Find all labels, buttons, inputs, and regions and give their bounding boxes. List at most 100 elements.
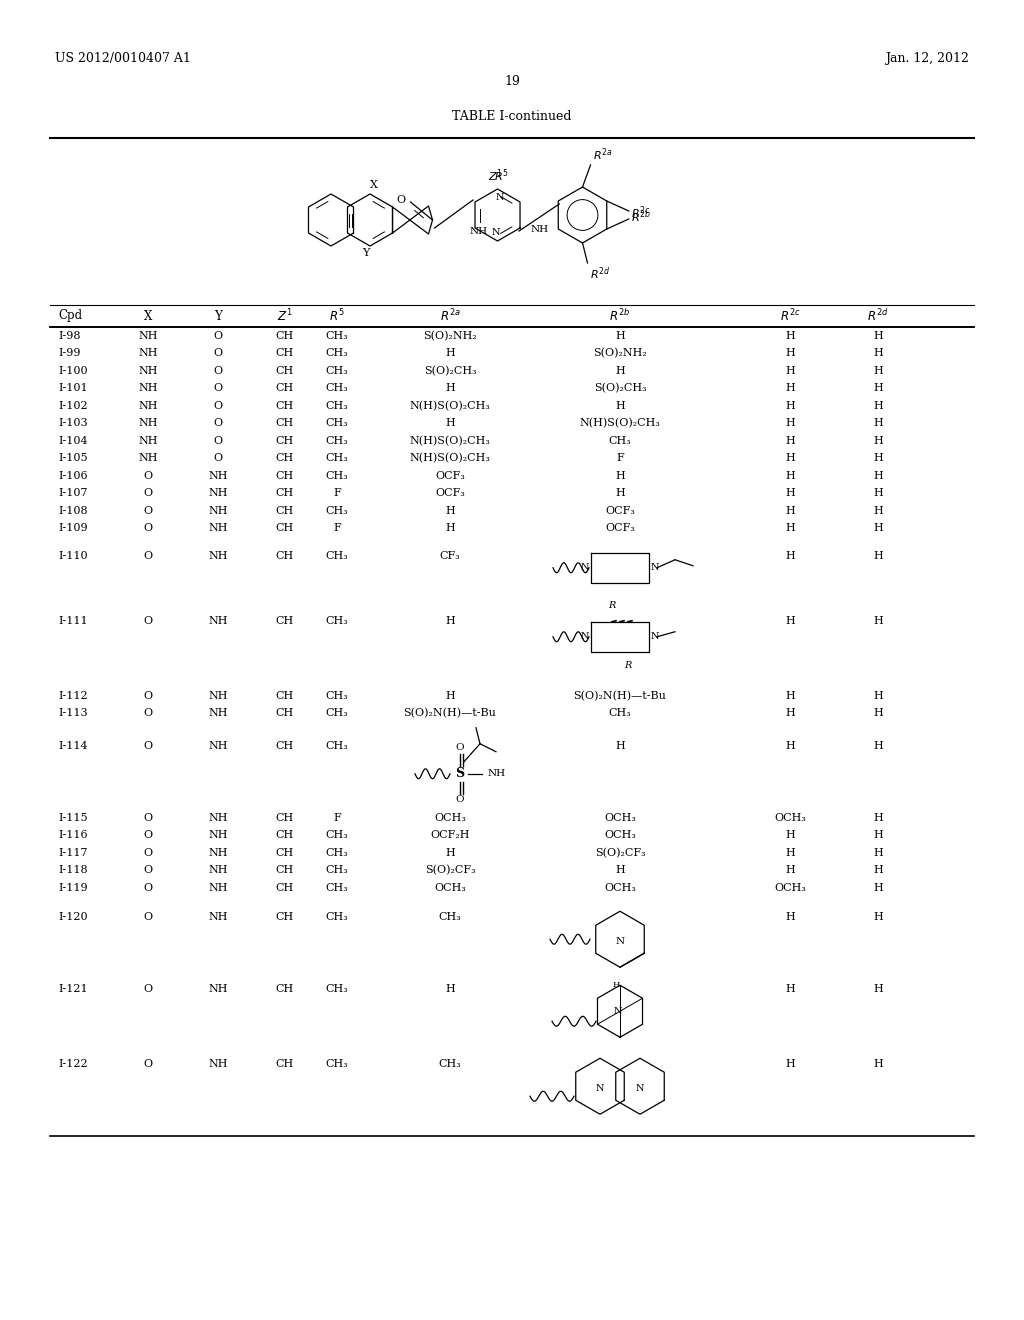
Text: H: H [873, 523, 883, 533]
Text: I-120: I-120 [58, 912, 88, 923]
Text: TABLE I-continued: TABLE I-continued [453, 110, 571, 123]
Text: O: O [456, 795, 464, 804]
Text: H: H [785, 348, 795, 358]
Text: X: X [143, 309, 153, 322]
Text: NH: NH [469, 227, 487, 236]
Text: O: O [143, 883, 153, 892]
Text: $R^{2c}$: $R^{2c}$ [779, 308, 801, 325]
Text: OCH₃: OCH₃ [604, 830, 636, 841]
Text: CH: CH [275, 331, 294, 341]
Text: O: O [143, 1059, 153, 1069]
Text: CH₃: CH₃ [326, 436, 348, 446]
Text: H: H [785, 690, 795, 701]
Text: N(H)S(O)₂CH₃: N(H)S(O)₂CH₃ [580, 418, 660, 429]
Text: I-99: I-99 [58, 348, 81, 358]
Text: $R^{2d}$: $R^{2d}$ [590, 265, 610, 281]
Text: O: O [143, 847, 153, 858]
Text: I-101: I-101 [58, 383, 88, 393]
Text: S(O)₂CH₃: S(O)₂CH₃ [424, 366, 476, 376]
Text: CH₃: CH₃ [326, 741, 348, 751]
Text: O: O [213, 453, 222, 463]
Text: CH₃: CH₃ [326, 331, 348, 341]
Text: S(O)₂CH₃: S(O)₂CH₃ [594, 383, 646, 393]
Text: NH: NH [138, 418, 158, 428]
Text: O: O [143, 741, 153, 751]
Text: H: H [445, 615, 455, 626]
Text: CH: CH [275, 366, 294, 376]
Text: H: H [785, 1059, 795, 1069]
Text: OCF₃: OCF₃ [435, 488, 465, 498]
Text: CH: CH [275, 865, 294, 875]
Text: CH: CH [275, 453, 294, 463]
Text: S(O)₂CF₃: S(O)₂CF₃ [425, 865, 475, 875]
Text: O: O [143, 506, 153, 516]
Text: O: O [143, 709, 153, 718]
Text: CH₃: CH₃ [326, 401, 348, 411]
Text: Y: Y [362, 248, 370, 257]
Text: O: O [396, 195, 406, 205]
Text: H: H [785, 488, 795, 498]
Text: NH: NH [208, 883, 227, 892]
Text: CH: CH [275, 471, 294, 480]
Text: N(H)S(O)₂CH₃: N(H)S(O)₂CH₃ [410, 400, 490, 411]
Text: CH: CH [275, 813, 294, 822]
Text: OCH₃: OCH₃ [774, 813, 806, 822]
Text: H: H [785, 331, 795, 341]
Text: $R^{2a}$: $R^{2a}$ [439, 308, 461, 325]
Text: H: H [445, 985, 455, 994]
Text: NH: NH [208, 865, 227, 875]
Text: N: N [636, 1084, 644, 1093]
Text: H: H [785, 615, 795, 626]
Text: H: H [785, 741, 795, 751]
Text: N: N [651, 564, 659, 573]
Text: I-107: I-107 [58, 488, 87, 498]
Text: NH: NH [208, 615, 227, 626]
Text: H: H [445, 348, 455, 358]
Text: H: H [785, 523, 795, 533]
Text: I-100: I-100 [58, 366, 88, 376]
Text: I-105: I-105 [58, 453, 88, 463]
Text: H: H [445, 383, 455, 393]
Text: H: H [785, 366, 795, 376]
Text: O: O [213, 436, 222, 446]
Text: I-98: I-98 [58, 331, 81, 341]
Text: CH: CH [275, 741, 294, 751]
Text: CH: CH [275, 550, 294, 561]
Text: I-106: I-106 [58, 471, 88, 480]
Text: NH: NH [138, 401, 158, 411]
Text: X: X [370, 180, 378, 190]
Text: NH: NH [138, 366, 158, 376]
Text: CH: CH [275, 488, 294, 498]
Text: F: F [616, 453, 624, 463]
Text: O: O [143, 813, 153, 822]
Text: N: N [651, 632, 659, 642]
Text: H: H [445, 506, 455, 516]
Text: H: H [445, 523, 455, 533]
Text: $R^{2a}$: $R^{2a}$ [593, 147, 612, 162]
Text: F: F [333, 488, 341, 498]
Text: I-121: I-121 [58, 985, 88, 994]
Text: CF₃: CF₃ [439, 550, 461, 561]
Text: H: H [873, 331, 883, 341]
Text: O: O [143, 985, 153, 994]
Text: NH: NH [138, 348, 158, 358]
Text: O: O [456, 743, 464, 752]
Text: H: H [785, 865, 795, 875]
Text: CH: CH [275, 401, 294, 411]
Text: I-102: I-102 [58, 401, 88, 411]
Text: N: N [492, 228, 500, 238]
Text: H: H [873, 883, 883, 892]
Text: NH: NH [208, 506, 227, 516]
Text: H: H [615, 401, 625, 411]
Text: N(H)S(O)₂CH₃: N(H)S(O)₂CH₃ [410, 436, 490, 446]
Text: H: H [873, 615, 883, 626]
Text: I-116: I-116 [58, 830, 88, 841]
Text: CH: CH [275, 418, 294, 428]
Text: CH: CH [275, 615, 294, 626]
Text: N: N [581, 632, 589, 642]
Text: O: O [143, 523, 153, 533]
Text: I-119: I-119 [58, 883, 88, 892]
Text: NH: NH [138, 331, 158, 341]
Text: CH₃: CH₃ [326, 985, 348, 994]
Text: O: O [213, 366, 222, 376]
